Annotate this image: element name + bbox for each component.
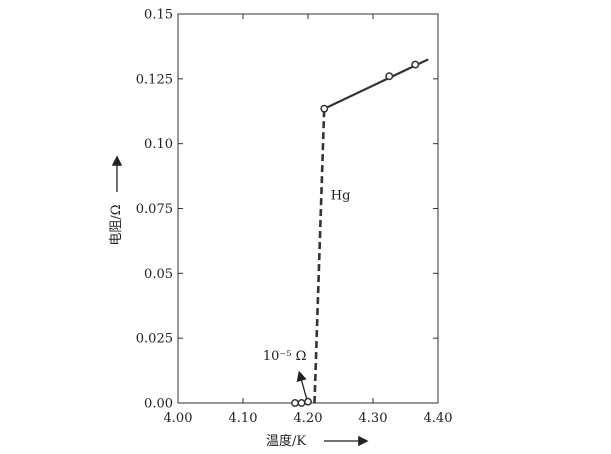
normal-state-line — [323, 58, 429, 110]
y-tick-label: 0.10 — [144, 137, 173, 152]
x-tick-label: 4.20 — [294, 411, 323, 426]
x-axis-ticks: 4.00 4.10 4.20 4.30 4.40 — [164, 14, 453, 426]
series-label-hg: Hg — [331, 188, 351, 203]
x-tick-label: 4.10 — [229, 411, 258, 426]
y-tick-label: 0.125 — [136, 72, 173, 87]
y-tick-label: 0.00 — [144, 397, 173, 412]
y-axis-ticks: 0.00 0.025 0.05 0.075 0.10 0.125 0.15 — [136, 8, 438, 412]
x-axis-title: 温度/K — [266, 433, 306, 449]
data-markers — [291, 60, 420, 407]
y-tick-label: 0.05 — [144, 267, 173, 282]
data-point-marker — [291, 399, 299, 407]
data-point-marker — [297, 399, 306, 407]
data-point-marker — [385, 72, 394, 81]
y-tick-label: 0.025 — [136, 332, 173, 347]
x-tick-label: 4.40 — [424, 411, 453, 426]
data-point-marker — [411, 60, 420, 69]
y-axis-title: 电阻/Ω — [109, 204, 124, 245]
residual-arrow — [296, 370, 308, 400]
data-point-marker — [304, 397, 312, 406]
residual-resistance-label: 10⁻⁵ Ω — [263, 349, 307, 364]
data-point-marker — [320, 104, 329, 113]
transition-line — [313, 108, 326, 404]
y-tick-label: 0.15 — [144, 8, 173, 23]
x-tick-label: 4.00 — [164, 411, 193, 426]
x-tick-label: 4.30 — [359, 411, 388, 426]
y-tick-label: 0.075 — [136, 202, 173, 217]
